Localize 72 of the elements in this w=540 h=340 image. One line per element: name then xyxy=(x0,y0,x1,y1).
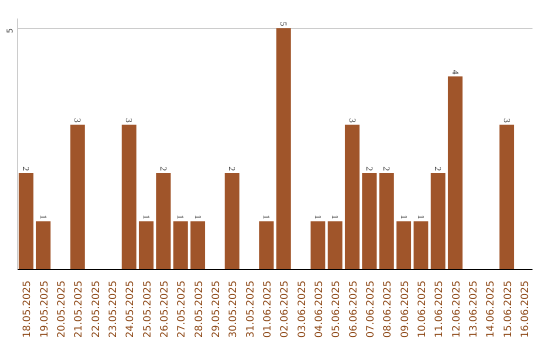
x-tick-label: 28.05.2025 xyxy=(194,280,205,338)
x-tick-label: 20.05.2025 xyxy=(56,280,68,338)
data-label: 3 xyxy=(347,118,358,124)
x-tick-label: 30.05.2025 xyxy=(228,280,240,338)
bar xyxy=(70,124,85,270)
x-tick-label: 21.05.2025 xyxy=(74,280,85,338)
bar xyxy=(156,172,171,270)
data-label: 4 xyxy=(450,70,460,75)
data-label: 2 xyxy=(158,166,168,171)
data-label: 1 xyxy=(398,214,409,220)
bar xyxy=(344,124,360,270)
data-label: 1 xyxy=(261,214,272,220)
data-label: 1 xyxy=(330,214,340,220)
x-tick-label: 05.06.2025 xyxy=(331,280,342,338)
x-tick-label: 25.05.2025 xyxy=(142,280,154,338)
bar xyxy=(328,221,342,270)
bar xyxy=(379,172,394,270)
x-tick-label: 31.05.2025 xyxy=(245,280,256,338)
bar xyxy=(276,28,291,270)
bar xyxy=(499,124,514,270)
x-tick-label: 22.05.2025 xyxy=(90,280,102,338)
x-tick-label: 06.06.2025 xyxy=(348,280,360,338)
data-label: 1 xyxy=(192,214,203,220)
x-tick-label: 18.05.2025 xyxy=(22,280,34,338)
x-tick-label: 11.06.2025 xyxy=(434,280,446,338)
x-tick-label: 08.06.2025 xyxy=(382,280,394,338)
bar xyxy=(190,221,206,270)
bar xyxy=(259,221,274,270)
bar xyxy=(310,221,326,270)
x-tick-label: 04.06.2025 xyxy=(314,280,325,338)
bar xyxy=(173,221,188,270)
x-tick-label: 16.06.2025 xyxy=(520,280,531,338)
x-tick-label: 03.06.2025 xyxy=(296,280,308,338)
x-tick-label: 09.06.2025 xyxy=(400,280,411,338)
data-label: 1 xyxy=(141,214,152,220)
x-tick-label: 27.05.2025 xyxy=(176,280,188,338)
x-tick-label: 29.05.2025 xyxy=(210,280,222,338)
x-tick-label: 02.06.2025 xyxy=(280,280,291,338)
bar xyxy=(362,172,377,270)
data-label: 5 xyxy=(278,22,289,27)
x-tick-label: 07.06.2025 xyxy=(365,280,376,338)
bar xyxy=(122,124,136,270)
x-tick-label: 14.06.2025 xyxy=(486,280,497,338)
bar xyxy=(138,221,154,270)
x-tick-label: 23.05.2025 xyxy=(108,280,119,338)
bar xyxy=(448,76,463,270)
x-tick-label: 15.06.2025 xyxy=(502,280,514,338)
x-tick-label: 01.06.2025 xyxy=(262,280,274,338)
x-tick-label: 19.05.2025 xyxy=(39,280,50,338)
data-label: 2 xyxy=(227,166,238,171)
x-tick-label: 10.06.2025 xyxy=(416,280,428,338)
x-tick-label: 13.06.2025 xyxy=(468,280,480,338)
bar xyxy=(430,172,446,270)
data-label: 2 xyxy=(382,166,392,171)
x-tick-label: 26.05.2025 xyxy=(159,280,170,338)
bar xyxy=(396,221,412,270)
bar xyxy=(36,221,51,270)
data-label: 1 xyxy=(416,214,426,220)
bar xyxy=(224,172,240,270)
x-tick-label: 24.05.2025 xyxy=(125,280,136,338)
data-label: 3 xyxy=(72,118,83,124)
x-tick-label: 12.06.2025 xyxy=(451,280,462,338)
data-label: 3 xyxy=(124,118,134,124)
data-label: 1 xyxy=(312,214,323,220)
data-label: 2 xyxy=(364,166,374,171)
data-label: 2 xyxy=(21,166,32,171)
bar xyxy=(18,172,34,270)
data-label: 3 xyxy=(502,118,512,124)
data-label: 1 xyxy=(176,214,186,220)
data-label: 1 xyxy=(38,214,48,220)
data-label: 2 xyxy=(433,166,444,171)
bar xyxy=(414,221,428,270)
